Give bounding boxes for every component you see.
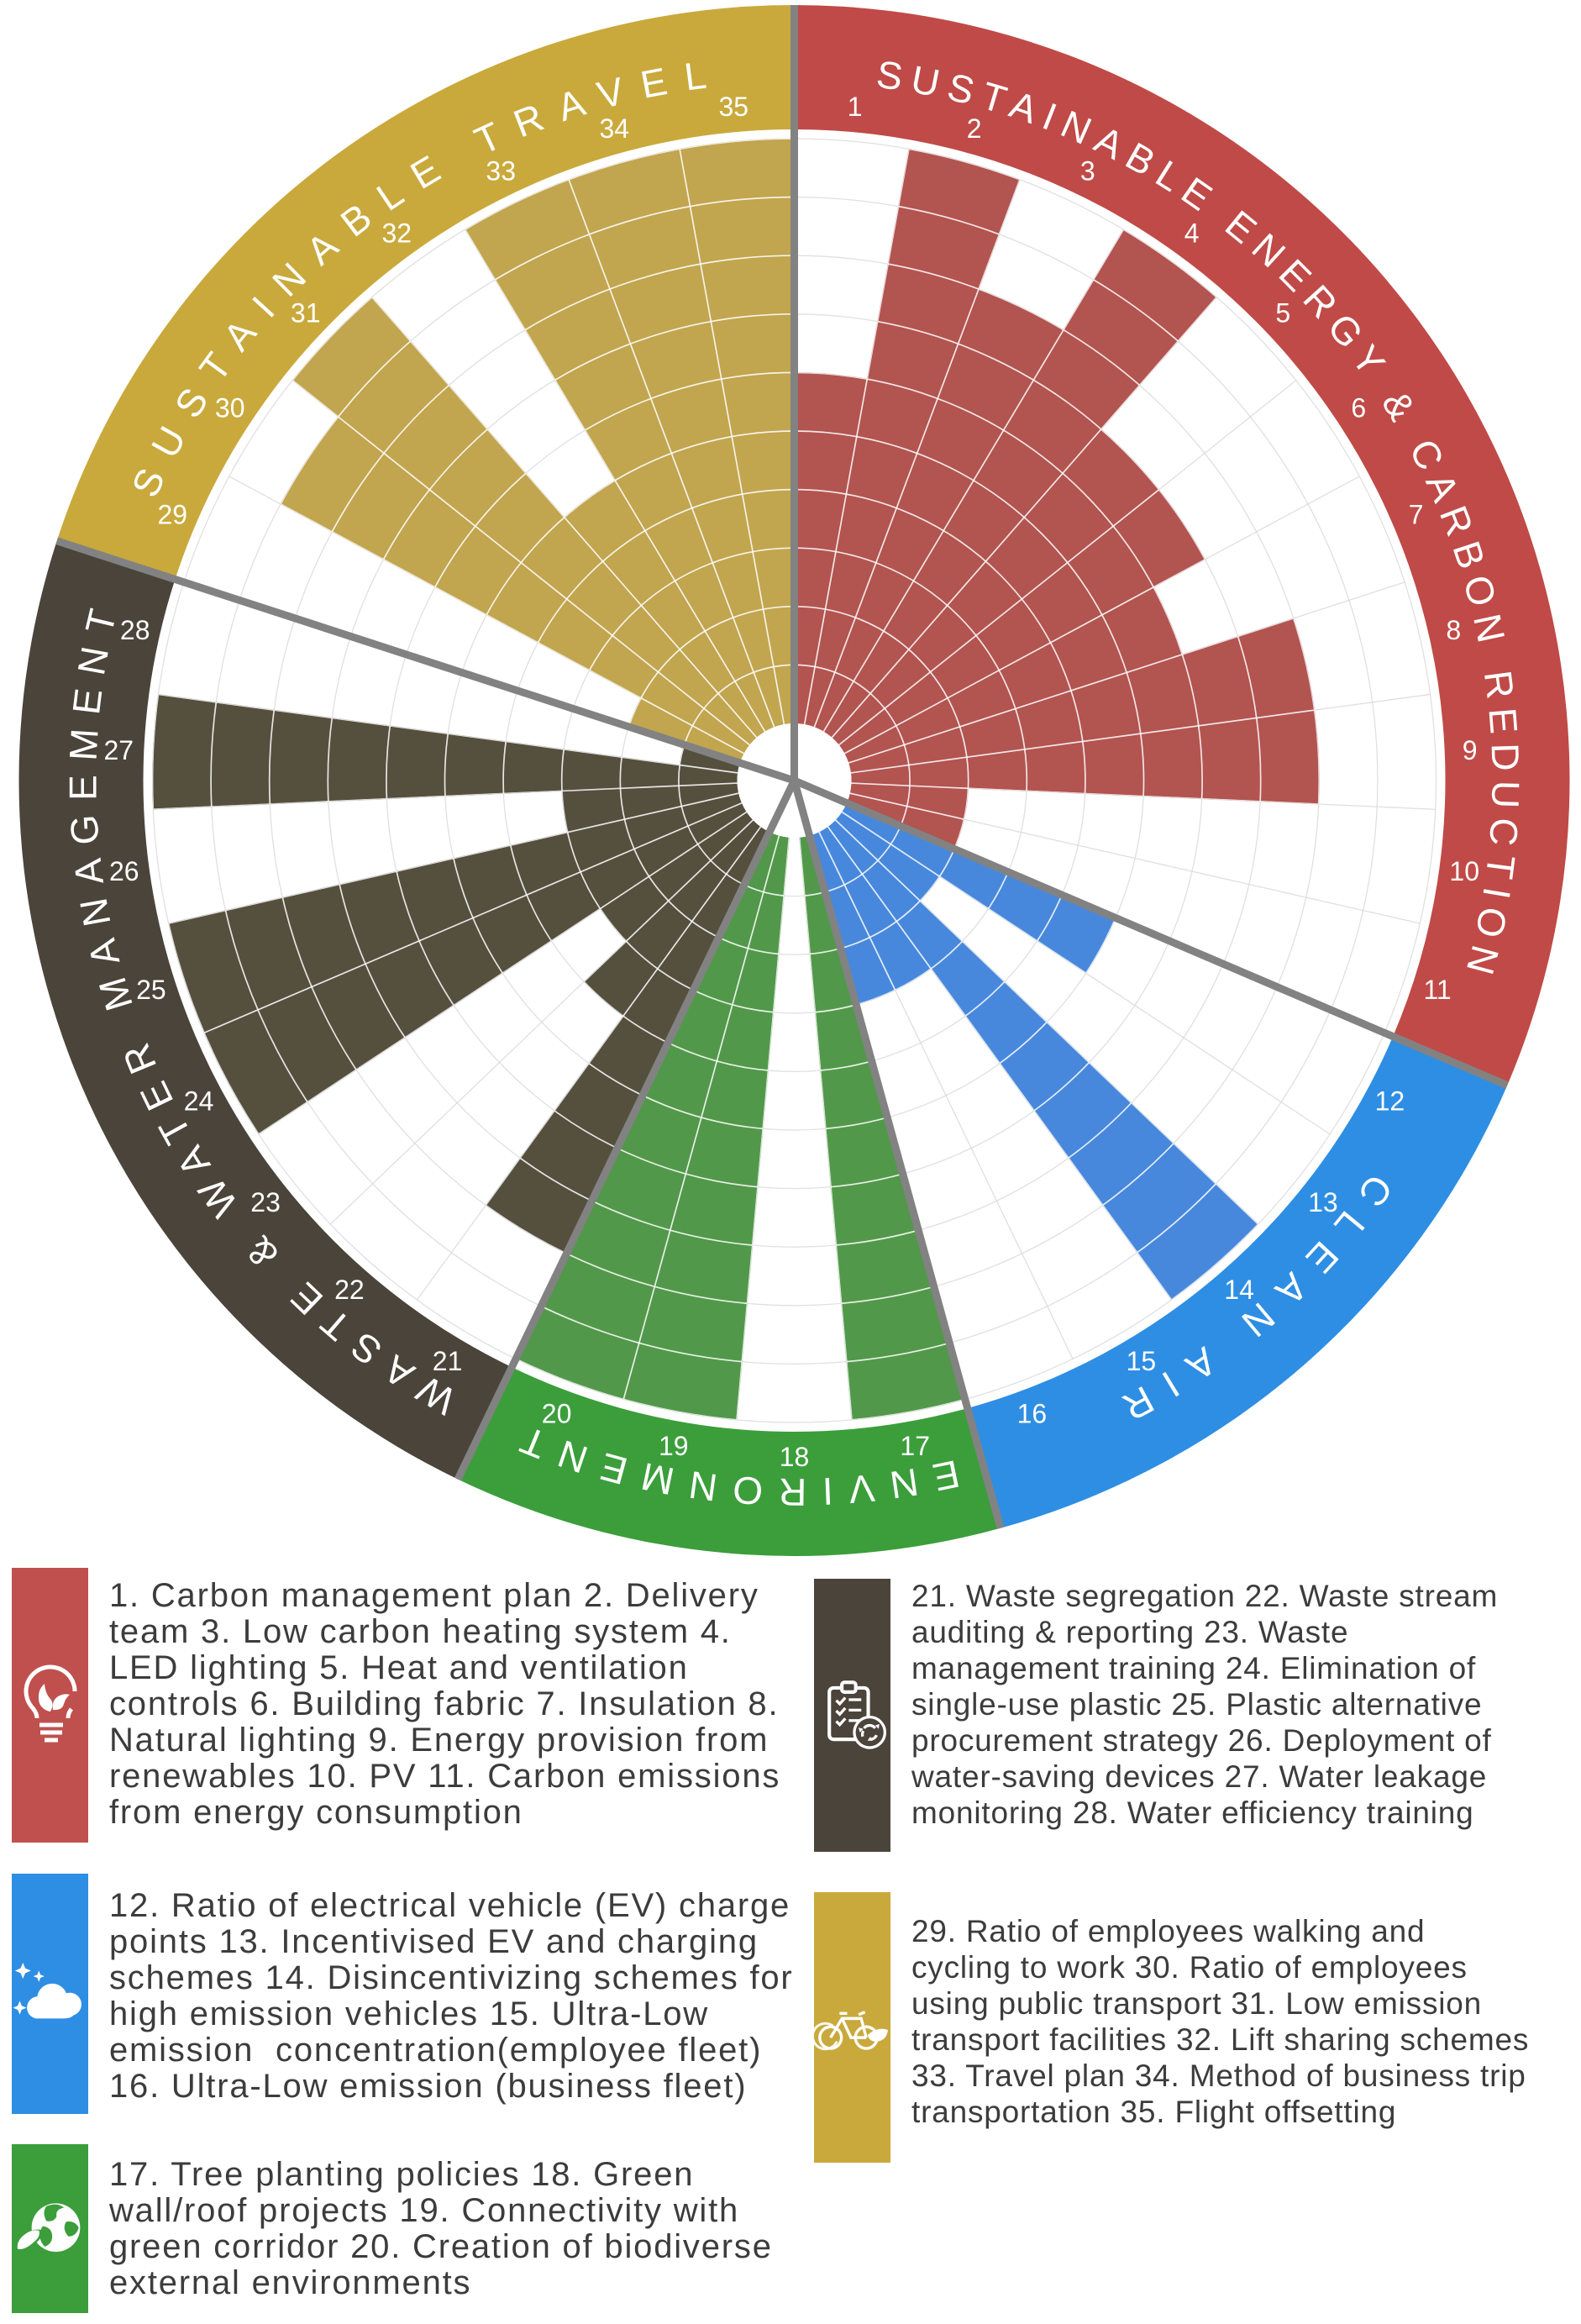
svg-text:6: 6 [1351, 393, 1366, 423]
svg-text:21: 21 [433, 1346, 463, 1376]
svg-text:27: 27 [104, 735, 134, 765]
svg-text:34: 34 [600, 113, 630, 144]
svg-text:23: 23 [250, 1187, 281, 1217]
svg-text:4: 4 [1184, 218, 1200, 249]
svg-text:16: 16 [1017, 1399, 1048, 1429]
svg-text:19: 19 [659, 1431, 689, 1461]
svg-text:3: 3 [1080, 156, 1095, 187]
svg-text:1: 1 [848, 92, 863, 122]
svg-text:12: 12 [1375, 1086, 1405, 1117]
svg-text:24: 24 [184, 1086, 214, 1117]
svg-text:11: 11 [1423, 975, 1451, 1005]
svg-text:15: 15 [1127, 1346, 1157, 1376]
svg-text:8: 8 [1446, 615, 1461, 645]
svg-text:30: 30 [215, 393, 245, 423]
svg-text:31: 31 [291, 298, 321, 329]
svg-text:33: 33 [486, 156, 516, 187]
svg-text:18: 18 [780, 1442, 810, 1472]
svg-text:5: 5 [1275, 298, 1290, 329]
svg-text:35: 35 [719, 92, 749, 122]
svg-text:10: 10 [1449, 856, 1479, 886]
svg-text:32: 32 [382, 218, 412, 249]
svg-text:2: 2 [967, 113, 982, 144]
svg-text:25: 25 [136, 975, 166, 1005]
svg-text:28: 28 [120, 615, 150, 645]
svg-text:14: 14 [1224, 1275, 1254, 1305]
svg-text:7: 7 [1409, 500, 1424, 530]
svg-text:17: 17 [900, 1431, 930, 1461]
svg-text:29: 29 [158, 500, 188, 530]
svg-text:26: 26 [109, 856, 139, 886]
svg-text:9: 9 [1463, 735, 1478, 765]
svg-text:22: 22 [334, 1275, 365, 1305]
svg-text:13: 13 [1308, 1187, 1338, 1217]
svg-text:20: 20 [542, 1399, 572, 1429]
